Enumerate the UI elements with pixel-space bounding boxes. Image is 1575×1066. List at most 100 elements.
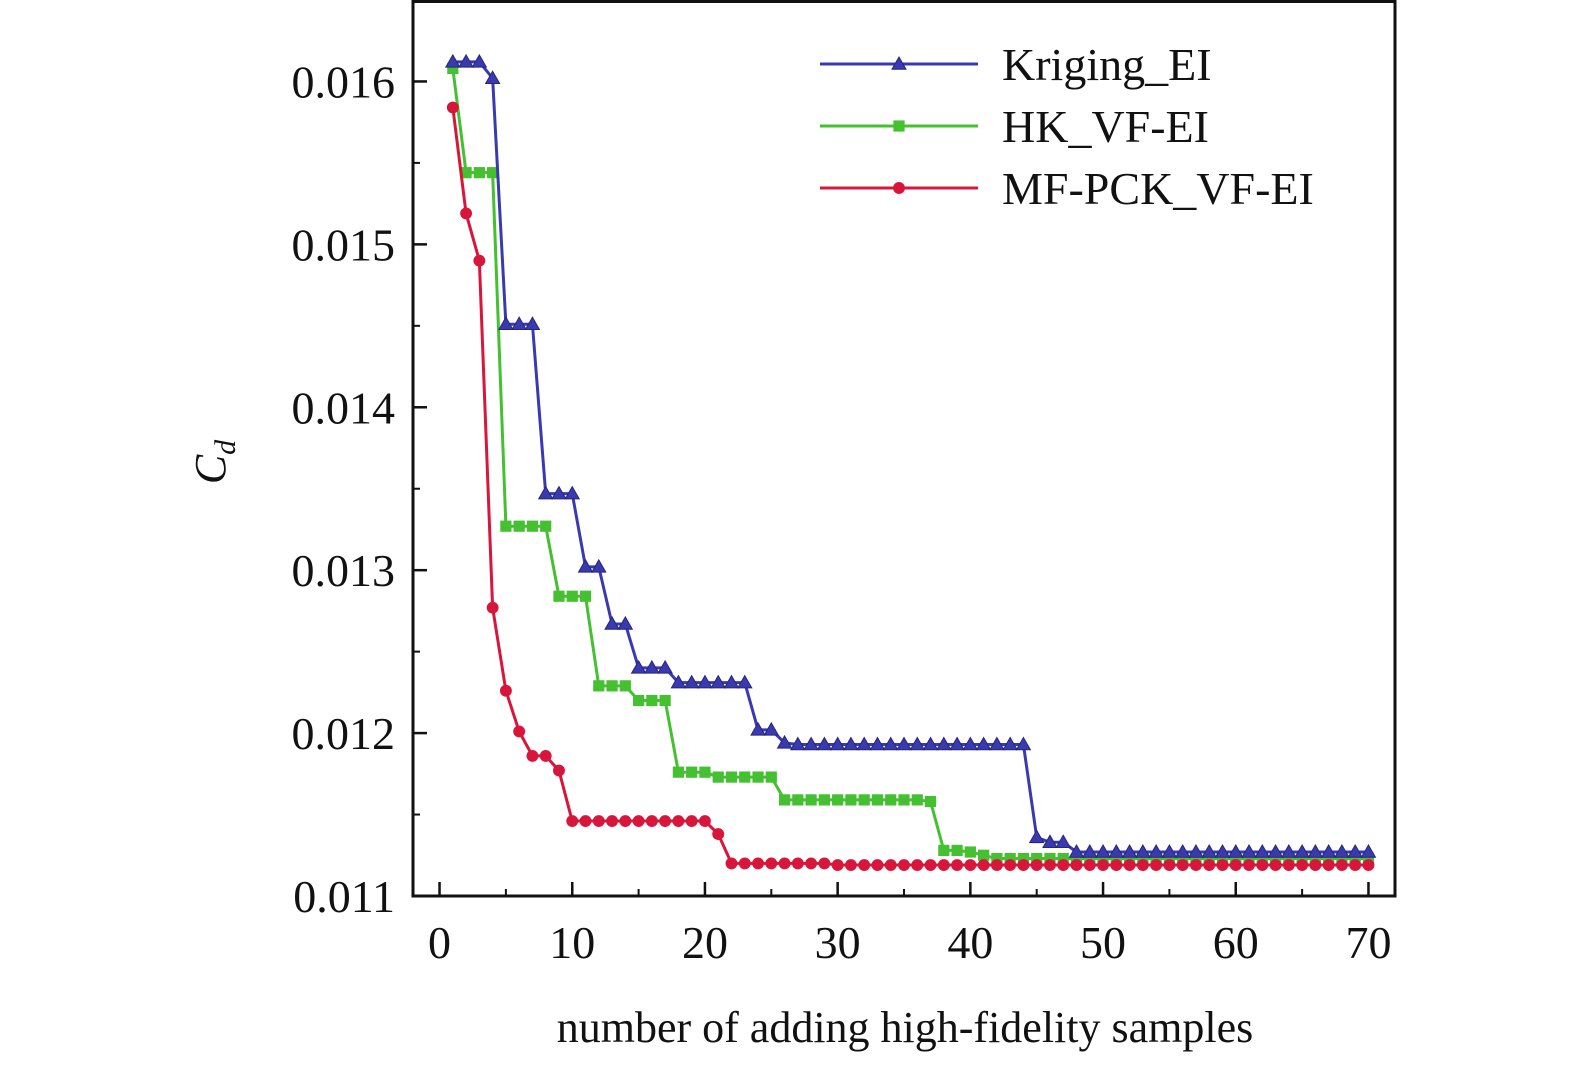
data-point xyxy=(1214,844,1231,858)
data-point xyxy=(893,182,905,194)
data-point xyxy=(1110,852,1122,865)
data-point xyxy=(1150,859,1163,871)
data-point xyxy=(845,794,857,806)
y-tick-label: 0.015 xyxy=(292,219,396,270)
data-point xyxy=(725,857,738,870)
data-point xyxy=(922,736,939,751)
data-point xyxy=(473,167,485,179)
data-point xyxy=(498,316,514,330)
data-point xyxy=(1229,859,1242,871)
series-layer xyxy=(444,53,1377,871)
data-point xyxy=(893,120,905,132)
data-point xyxy=(644,659,660,674)
data-point xyxy=(935,736,952,751)
data-point xyxy=(898,859,910,871)
data-point xyxy=(447,62,459,75)
x-tick-label: 50 xyxy=(1080,917,1126,968)
series-HK_VF-EI xyxy=(447,62,1375,865)
data-point xyxy=(1174,844,1191,858)
y-tick-label: 0.012 xyxy=(292,708,396,759)
data-point xyxy=(805,857,818,870)
data-point xyxy=(1323,852,1335,865)
data-point xyxy=(524,316,541,330)
legend-label: HK_VF-EI xyxy=(1002,101,1209,152)
data-point xyxy=(632,694,645,707)
data-point xyxy=(1296,852,1308,865)
data-point xyxy=(816,736,833,751)
data-point xyxy=(487,167,499,179)
y-axis-title-main: C xyxy=(186,454,235,484)
data-point xyxy=(765,857,778,870)
data-point xyxy=(951,844,963,856)
y-tick-label: 0.011 xyxy=(293,871,395,922)
data-point xyxy=(1267,844,1284,858)
data-point xyxy=(818,857,831,870)
data-point xyxy=(460,207,473,220)
data-point xyxy=(1136,859,1149,871)
data-point xyxy=(632,815,645,828)
data-point xyxy=(1031,852,1043,865)
data-point xyxy=(645,815,658,828)
data-point xyxy=(869,736,886,751)
data-point xyxy=(856,736,873,751)
plot-frame xyxy=(411,0,1397,898)
data-point xyxy=(975,736,992,751)
data-point xyxy=(736,674,753,689)
data-point xyxy=(911,794,923,806)
data-point xyxy=(551,485,567,500)
data-point xyxy=(791,857,804,870)
data-point xyxy=(473,254,486,267)
y-axis-title-subscript: d xyxy=(209,439,242,455)
series-line xyxy=(451,68,1369,861)
data-point xyxy=(1015,736,1032,751)
data-point xyxy=(486,601,499,614)
x-tick-label: 0 xyxy=(428,917,451,968)
data-point xyxy=(1216,859,1229,871)
data-point xyxy=(1097,859,1110,871)
data-point xyxy=(526,749,539,762)
data-point xyxy=(1269,852,1282,865)
data-point xyxy=(539,749,552,762)
data-point xyxy=(672,815,685,828)
data-point xyxy=(540,520,552,532)
y-tick-label: 0.013 xyxy=(292,545,396,596)
data-point xyxy=(686,766,698,778)
data-point xyxy=(832,794,844,806)
data-point xyxy=(858,794,870,806)
data-point xyxy=(1044,859,1056,871)
data-point xyxy=(750,721,766,736)
data-point xyxy=(1241,844,1257,858)
data-point xyxy=(1335,859,1348,871)
data-point xyxy=(765,771,777,783)
data-point xyxy=(606,815,619,828)
y-axis-title: Cd xyxy=(186,439,242,484)
data-point xyxy=(553,590,565,602)
data-point xyxy=(891,55,907,70)
data-point xyxy=(1227,844,1244,858)
data-point xyxy=(712,771,724,783)
data-point xyxy=(991,852,1003,865)
data-point xyxy=(964,846,976,858)
data-point xyxy=(858,859,871,871)
data-point xyxy=(1068,844,1085,858)
data-point xyxy=(619,680,631,692)
data-point xyxy=(829,736,846,751)
data-point xyxy=(924,859,937,871)
data-point xyxy=(1030,859,1043,871)
data-point xyxy=(446,101,459,114)
data-point xyxy=(471,53,488,68)
data-point xyxy=(1282,859,1295,871)
data-point xyxy=(990,859,1003,871)
data-point xyxy=(1269,859,1282,871)
data-point xyxy=(885,794,897,806)
data-point xyxy=(843,736,859,751)
data-point xyxy=(949,736,965,751)
data-point xyxy=(1004,859,1017,871)
data-point xyxy=(977,859,990,871)
data-point xyxy=(1309,852,1321,865)
data-point xyxy=(1163,859,1176,871)
series-MF-PCK_VF-EI xyxy=(446,101,1375,871)
data-point xyxy=(712,828,725,841)
data-point xyxy=(778,794,791,806)
data-point xyxy=(1137,852,1149,865)
